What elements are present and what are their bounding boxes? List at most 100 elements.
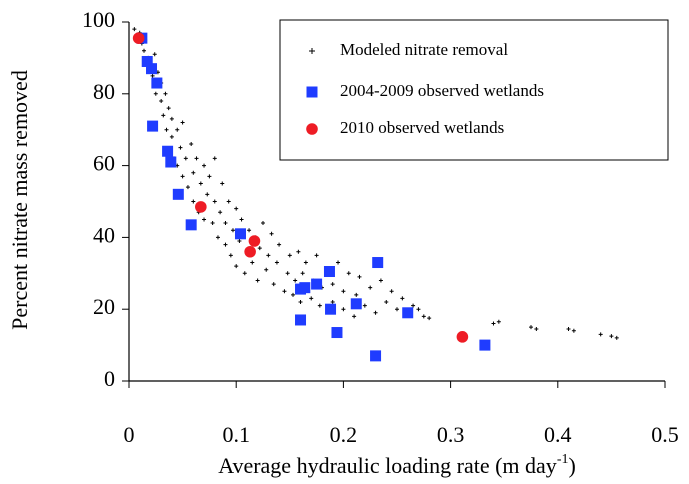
point-plus xyxy=(239,217,244,222)
point-plus xyxy=(293,278,298,283)
point-square xyxy=(146,63,158,75)
point-plus xyxy=(277,242,282,247)
point-plus xyxy=(336,260,341,265)
legend-marker xyxy=(306,123,318,135)
point-plus xyxy=(223,221,228,226)
point-plus xyxy=(189,142,194,147)
point-plus xyxy=(296,249,301,254)
point-plus xyxy=(164,127,169,132)
point-plus xyxy=(180,174,185,179)
point-plus xyxy=(207,174,212,179)
point-plus xyxy=(215,235,220,240)
x-axis-label: Average hydraulic loading rate (m day-1) xyxy=(218,452,576,478)
point-square xyxy=(323,266,335,278)
y-tick-label: 80 xyxy=(93,79,115,104)
x-axis-label-superscript: -1 xyxy=(557,452,569,467)
point-plus xyxy=(153,91,158,96)
point-plus xyxy=(287,253,292,258)
point-plus xyxy=(142,48,147,53)
point-plus xyxy=(255,278,260,283)
point-circle xyxy=(195,201,207,213)
point-square xyxy=(479,339,491,351)
point-square xyxy=(151,77,163,89)
point-plus xyxy=(242,271,247,276)
point-plus xyxy=(228,253,233,258)
point-square xyxy=(295,314,307,326)
point-square xyxy=(331,327,343,339)
x-tick-label: 0.3 xyxy=(437,422,465,447)
y-tick-label: 0 xyxy=(104,366,115,391)
point-plus xyxy=(496,319,501,324)
point-plus xyxy=(427,316,432,321)
point-plus xyxy=(362,303,367,308)
point-square xyxy=(372,257,384,269)
x-tick-label: 0 xyxy=(124,422,135,447)
point-square xyxy=(402,307,414,319)
point-plus xyxy=(421,314,426,319)
point-plus xyxy=(346,271,351,276)
point-circle xyxy=(248,235,261,247)
point-plus xyxy=(341,307,346,312)
point-plus xyxy=(132,27,137,32)
point-square xyxy=(147,120,159,132)
point-plus xyxy=(218,210,223,215)
point-plus xyxy=(491,321,496,326)
y-axis-label: Percent nitrate mass removed xyxy=(7,70,32,330)
point-square xyxy=(325,303,337,315)
point-plus xyxy=(330,282,335,287)
point-plus xyxy=(191,199,196,204)
x-tick-label: 0.5 xyxy=(651,422,679,447)
point-square xyxy=(311,278,323,290)
point-plus xyxy=(282,289,287,294)
point-plus xyxy=(205,192,210,197)
legend-marker xyxy=(309,48,315,54)
point-plus xyxy=(194,156,199,161)
point-plus xyxy=(274,260,279,265)
point-plus xyxy=(226,199,231,204)
point-square xyxy=(162,145,174,157)
point-plus xyxy=(400,296,405,301)
point-plus xyxy=(152,52,157,57)
point-plus xyxy=(191,170,196,175)
x-axis-label-text: Average hydraulic loading rate (m day xyxy=(218,453,557,478)
y-tick-label: 40 xyxy=(93,222,115,247)
point-square xyxy=(141,55,153,67)
point-plus xyxy=(614,335,619,340)
point-plus xyxy=(395,307,399,312)
y-tick-label: 60 xyxy=(93,151,115,176)
legend-marker xyxy=(306,86,318,98)
point-plus xyxy=(384,300,389,305)
point-plus xyxy=(230,228,235,233)
point-square xyxy=(172,188,184,200)
point-plus xyxy=(161,113,166,118)
point-plus xyxy=(298,300,303,305)
x-tick-label: 0.2 xyxy=(330,422,358,447)
point-plus xyxy=(166,106,171,111)
point-plus xyxy=(234,264,239,269)
point-plus xyxy=(178,145,183,150)
point-plus xyxy=(368,285,373,290)
point-circle xyxy=(132,32,145,44)
point-plus xyxy=(291,292,296,297)
point-plus xyxy=(247,228,252,233)
point-plus xyxy=(212,199,217,204)
point-plus xyxy=(352,314,357,319)
point-plus xyxy=(341,289,346,294)
point-plus xyxy=(389,289,394,294)
point-plus xyxy=(357,274,362,279)
point-plus xyxy=(566,326,571,331)
point-plus xyxy=(212,156,217,161)
legend-label: Modeled nitrate removal xyxy=(340,40,508,59)
point-plus xyxy=(159,98,164,103)
legend-box xyxy=(279,19,669,161)
point-plus xyxy=(271,282,276,287)
y-tick-label: 100 xyxy=(82,7,115,32)
point-plus xyxy=(266,253,271,258)
point-plus xyxy=(534,326,539,331)
point-plus xyxy=(202,163,207,168)
point-plus xyxy=(416,307,421,312)
point-plus xyxy=(150,73,155,78)
point-plus xyxy=(309,296,314,301)
point-plus xyxy=(169,134,174,139)
